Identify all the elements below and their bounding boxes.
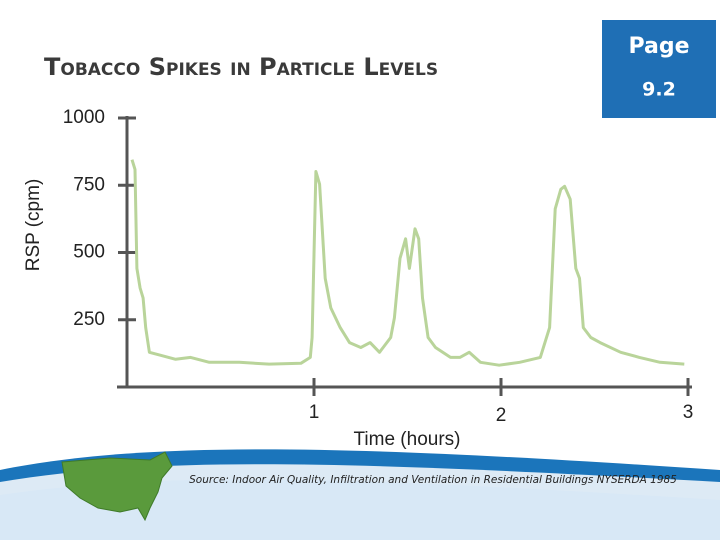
y-tick-label: 750 <box>73 174 105 195</box>
x-axis-label: Time (hours) <box>354 429 461 450</box>
swoosh-band <box>0 479 720 540</box>
source-note: Source: Indoor Air Quality, Infiltration… <box>189 474 677 486</box>
y-tick-label: 250 <box>73 309 105 330</box>
badge-line1: Page <box>628 34 689 59</box>
y-tick-label: 500 <box>73 242 105 263</box>
badge-line2: 9.2 <box>642 79 676 101</box>
badge <box>602 20 716 118</box>
y-axis-label: RSP (cpm) <box>23 179 44 272</box>
x-tick-label: 2 <box>496 405 507 426</box>
x-tick-label: 3 <box>683 402 694 423</box>
us-map <box>61 451 173 522</box>
chart-title: Tobacco Spikes in Particle Levels <box>44 53 438 81</box>
x-tick-label: 1 <box>309 402 320 423</box>
y-tick-label: 1000 <box>63 107 105 128</box>
data-line <box>130 159 685 367</box>
